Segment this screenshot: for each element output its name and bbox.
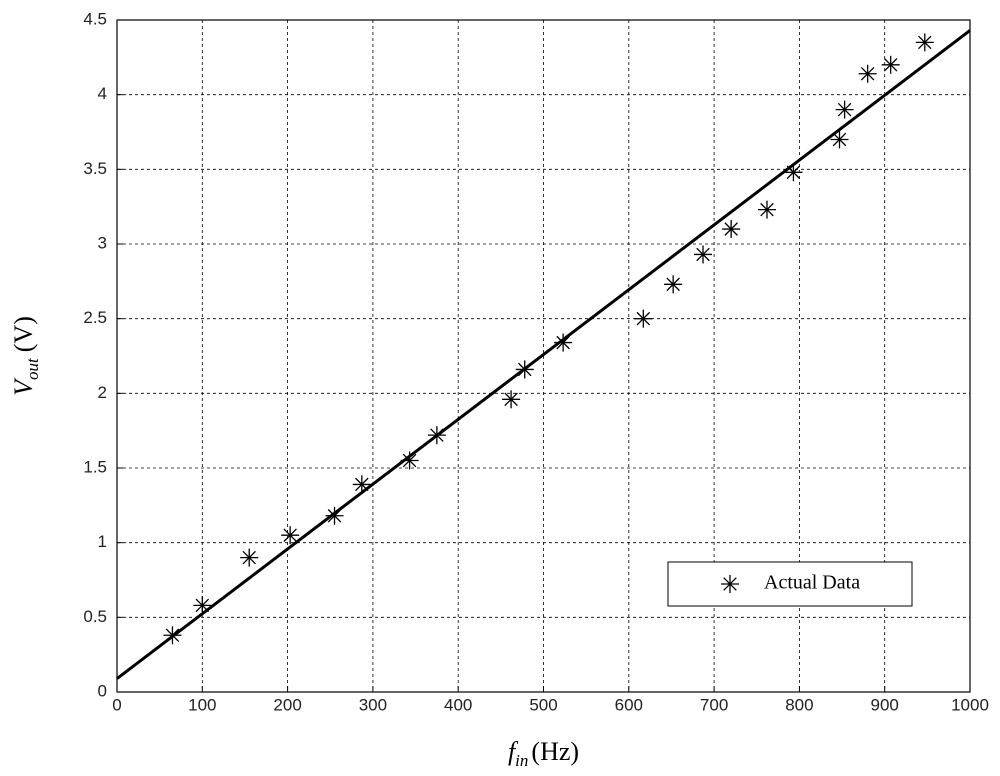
y-tick-label: 2.5 (83, 308, 107, 327)
marker-stroke (860, 67, 875, 81)
x-tick-label: 600 (615, 695, 643, 714)
x-label-sub: in (515, 751, 528, 770)
data-point (634, 309, 653, 328)
data-point (694, 245, 713, 264)
marker-stroke (402, 453, 417, 468)
x-tick-label: 100 (188, 695, 216, 714)
data-point (858, 64, 877, 83)
x-axis-label: fin (Hz) (508, 737, 579, 770)
x-tick-label: 500 (529, 695, 557, 714)
x-tick-label: 1000 (951, 695, 989, 714)
marker-stroke (724, 222, 738, 236)
y-tick-label: 0 (98, 681, 107, 700)
y-tick-label: 3 (98, 233, 107, 252)
data-point (881, 55, 900, 74)
marker-stroke (195, 598, 210, 613)
y-label-main: V (9, 377, 38, 396)
data-point (664, 275, 683, 294)
marker-stroke (760, 202, 774, 217)
marker-stroke (832, 132, 847, 147)
marker-stroke (696, 247, 710, 262)
marker-stroke (636, 311, 651, 326)
marker-stroke (918, 35, 932, 50)
marker-stroke (504, 392, 518, 407)
y-tick-label: 4 (98, 84, 107, 103)
marker-stroke (723, 577, 737, 591)
marker-stroke (666, 277, 680, 292)
data-point (915, 33, 934, 52)
marker-stroke (837, 102, 852, 117)
marker-stroke (355, 477, 369, 492)
data-point (240, 548, 259, 567)
x-tick-label: 0 (112, 695, 121, 714)
y-tick-label: 1 (98, 532, 107, 551)
y-tick-label: 1.5 (83, 457, 107, 476)
x-tick-label: 400 (444, 695, 472, 714)
legend-marker (721, 575, 739, 593)
data-point (281, 526, 300, 545)
marker-stroke (883, 58, 898, 72)
fit-line (116, 29, 971, 680)
x-label-unit: (Hz) (531, 737, 579, 766)
y-tick-label: 3.5 (83, 159, 107, 178)
data-point (193, 596, 212, 615)
legend-label: Actual Data (764, 572, 860, 594)
x-tick-label: 800 (785, 695, 813, 714)
y-label-sub: out (23, 357, 42, 380)
y-tick-label: 4.5 (83, 9, 107, 28)
x-tick-label: 700 (700, 695, 728, 714)
data-point (835, 100, 854, 119)
x-tick-label: 300 (359, 695, 387, 714)
marker-stroke (786, 165, 801, 180)
y-tick-label: 2 (98, 383, 107, 402)
data-point (722, 220, 741, 239)
data-point (757, 200, 776, 219)
marker-stroke (283, 528, 297, 542)
plot-frame (116, 19, 971, 693)
data-point (830, 130, 849, 149)
y-label-unit: (V) (9, 316, 38, 352)
x-label-main: f (508, 737, 519, 766)
data-point (502, 390, 521, 409)
x-tick-label: 900 (871, 695, 899, 714)
y-axis-label: Vout (V) (9, 316, 42, 396)
marker-stroke (242, 550, 256, 565)
marker-stroke (556, 335, 570, 350)
y-tick-label: 0.5 (83, 607, 107, 626)
legend-box (667, 561, 913, 607)
x-tick-label: 200 (273, 695, 301, 714)
